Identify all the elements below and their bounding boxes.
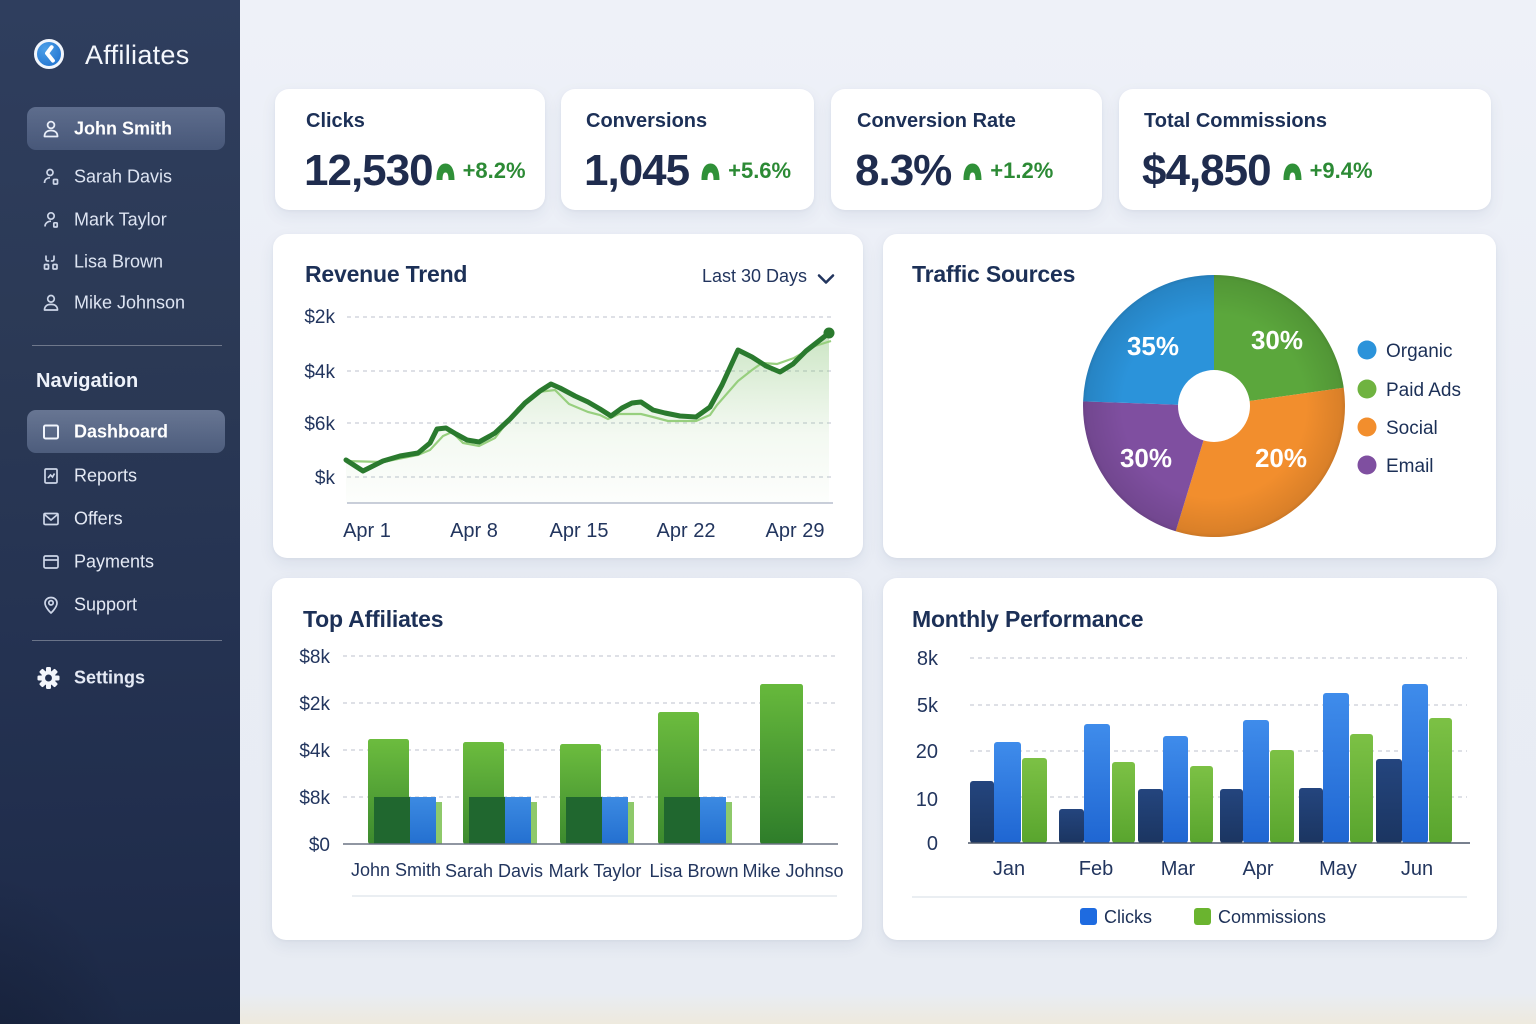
svg-text:Apr 15: Apr 15 (550, 520, 609, 542)
svg-text:Apr 1: Apr 1 (343, 520, 391, 542)
svg-text:$4k: $4k (299, 741, 330, 762)
svg-text:Jun: Jun (1401, 858, 1433, 880)
svg-text:$6k: $6k (304, 414, 335, 435)
svg-text:Feb: Feb (1079, 858, 1113, 880)
svg-text:Apr: Apr (1242, 858, 1273, 880)
svg-text:Mar: Mar (1161, 858, 1196, 880)
svg-text:Jan: Jan (993, 858, 1025, 880)
svg-text:10: 10 (916, 789, 938, 811)
svg-text:8k: 8k (917, 648, 939, 670)
svg-text:$4k: $4k (304, 362, 335, 383)
svg-text:35%: 35% (1127, 331, 1179, 361)
svg-text:Organic: Organic (1386, 341, 1453, 362)
svg-text:Lisa Brown: Lisa Brown (649, 861, 738, 881)
svg-text:John Smith: John Smith (351, 860, 441, 880)
svg-text:$8k: $8k (299, 788, 330, 809)
svg-text:Social: Social (1386, 418, 1438, 439)
svg-text:30%: 30% (1120, 443, 1172, 473)
svg-text:Mike Johnso: Mike Johnso (742, 861, 843, 881)
svg-text:May: May (1319, 858, 1357, 880)
svg-text:Apr 8: Apr 8 (450, 520, 498, 542)
svg-text:$2k: $2k (299, 694, 330, 715)
svg-text:Apr 29: Apr 29 (766, 520, 825, 542)
svg-text:$2k: $2k (304, 307, 335, 328)
svg-text:Paid Ads: Paid Ads (1386, 380, 1461, 401)
svg-text:Email: Email (1386, 456, 1434, 477)
svg-text:20%: 20% (1255, 443, 1307, 473)
svg-text:Sarah Davis: Sarah Davis (445, 861, 543, 881)
svg-text:Clicks: Clicks (1104, 907, 1152, 927)
svg-text:Apr 22: Apr 22 (657, 520, 716, 542)
svg-text:$k: $k (315, 468, 336, 489)
svg-text:20: 20 (916, 741, 938, 763)
svg-text:$8k: $8k (299, 647, 330, 668)
svg-text:Commissions: Commissions (1218, 907, 1326, 927)
svg-text:$0: $0 (309, 835, 330, 856)
svg-text:30%: 30% (1251, 325, 1303, 355)
svg-text:5k: 5k (917, 695, 939, 717)
svg-text:Mark Taylor: Mark Taylor (549, 861, 642, 881)
svg-text:0: 0 (927, 833, 938, 855)
